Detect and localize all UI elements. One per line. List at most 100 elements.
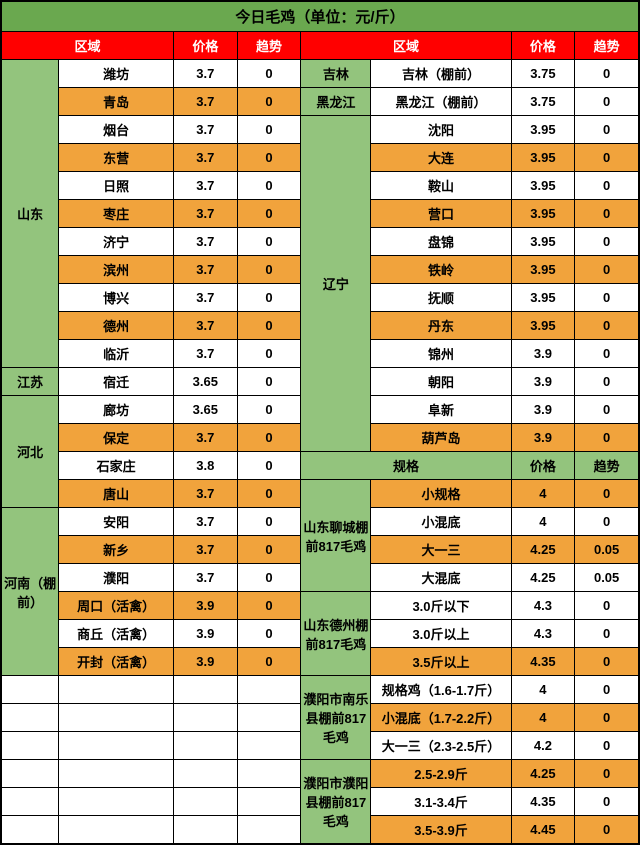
cell-price: 3.75 xyxy=(511,60,575,88)
cell-city: 保定 xyxy=(59,424,174,452)
cell-trend: 0 xyxy=(237,172,301,200)
cell-trend: 0 xyxy=(575,676,639,704)
cell-city: 抚顺 xyxy=(371,284,511,312)
cell-city: 3.0斤以上 xyxy=(371,620,511,648)
cell-price: 4 xyxy=(511,676,575,704)
cell-city: 大连 xyxy=(371,144,511,172)
cell-trend: 0 xyxy=(237,592,301,620)
cell-price: 3.95 xyxy=(511,144,575,172)
blank-cell xyxy=(237,676,301,704)
cell-price: 4.25 xyxy=(511,760,575,788)
cell-price: 3.7 xyxy=(173,536,237,564)
cell-trend: 0 xyxy=(237,116,301,144)
cell-trend: 0 xyxy=(237,564,301,592)
cell-price: 3.7 xyxy=(173,200,237,228)
cell-price: 4.3 xyxy=(511,620,575,648)
region-cell: 濮阳市南乐县棚前817毛鸡 xyxy=(301,676,371,760)
cell-city: 3.5-3.9斤 xyxy=(371,816,511,844)
cell-trend: 0 xyxy=(237,228,301,256)
cell-trend: 0 xyxy=(237,368,301,396)
table-row: 唐山3.70山东聊城棚前817毛鸡小规格40 xyxy=(2,480,639,508)
region-cell: 江苏 xyxy=(2,368,59,396)
table-row: 周口（活禽）3.90山东德州棚前817毛鸡3.0斤以下4.30 xyxy=(2,592,639,620)
cell-city: 青岛 xyxy=(59,88,174,116)
cell-price: 3.7 xyxy=(173,172,237,200)
cell-price: 3.7 xyxy=(173,508,237,536)
cell-price: 4.45 xyxy=(511,816,575,844)
sub-header-cell: 趋势 xyxy=(575,452,639,480)
blank-cell xyxy=(59,760,174,788)
cell-price: 3.7 xyxy=(173,480,237,508)
region-cell: 山东聊城棚前817毛鸡 xyxy=(301,480,371,592)
blank-cell xyxy=(2,816,59,844)
cell-price: 3.95 xyxy=(511,116,575,144)
cell-price: 4 xyxy=(511,704,575,732)
cell-price: 3.95 xyxy=(511,228,575,256)
cell-trend: 0 xyxy=(575,228,639,256)
cell-trend: 0 xyxy=(575,592,639,620)
cell-trend: 0 xyxy=(237,452,301,480)
blank-cell xyxy=(237,704,301,732)
region-cell: 吉林 xyxy=(301,60,371,88)
cell-price: 3.95 xyxy=(511,256,575,284)
cell-price: 3.9 xyxy=(511,340,575,368)
cell-city: 濮阳 xyxy=(59,564,174,592)
cell-trend: 0 xyxy=(575,172,639,200)
col-header: 区域 xyxy=(2,32,174,60)
cell-city: 黑龙江（棚前） xyxy=(371,88,511,116)
cell-trend: 0 xyxy=(237,144,301,172)
cell-city: 丹东 xyxy=(371,312,511,340)
cell-city: 鞍山 xyxy=(371,172,511,200)
cell-city: 周口（活禽） xyxy=(59,592,174,620)
cell-trend: 0 xyxy=(575,704,639,732)
col-header: 趋势 xyxy=(237,32,301,60)
cell-price: 4 xyxy=(511,508,575,536)
cell-city: 安阳 xyxy=(59,508,174,536)
cell-trend: 0 xyxy=(237,256,301,284)
cell-price: 3.9 xyxy=(173,620,237,648)
blank-cell xyxy=(59,816,174,844)
cell-city: 博兴 xyxy=(59,284,174,312)
cell-city: 小混底（1.7-2.2斤） xyxy=(371,704,511,732)
cell-city: 2.5-2.9斤 xyxy=(371,760,511,788)
sub-header-cell: 规格 xyxy=(301,452,511,480)
region-cell: 河南（棚前） xyxy=(2,508,59,676)
cell-trend: 0.05 xyxy=(575,536,639,564)
blank-cell xyxy=(59,732,174,760)
cell-city: 潍坊 xyxy=(59,60,174,88)
blank-cell xyxy=(173,676,237,704)
cell-city: 营口 xyxy=(371,200,511,228)
cell-trend: 0 xyxy=(237,620,301,648)
blank-cell xyxy=(237,760,301,788)
cell-trend: 0 xyxy=(575,284,639,312)
cell-trend: 0 xyxy=(575,144,639,172)
cell-trend: 0 xyxy=(237,60,301,88)
col-header: 价格 xyxy=(511,32,575,60)
cell-city: 商丘（活禽） xyxy=(59,620,174,648)
cell-trend: 0 xyxy=(575,788,639,816)
cell-price: 4.35 xyxy=(511,788,575,816)
blank-cell xyxy=(173,788,237,816)
region-cell: 濮阳市濮阳县棚前817毛鸡 xyxy=(301,760,371,844)
cell-trend: 0 xyxy=(237,424,301,452)
cell-price: 3.7 xyxy=(173,340,237,368)
region-cell: 河北 xyxy=(2,396,59,508)
cell-city: 规格鸡（1.6-1.7斤） xyxy=(371,676,511,704)
blank-cell xyxy=(173,704,237,732)
cell-trend: 0 xyxy=(575,732,639,760)
blank-cell xyxy=(2,760,59,788)
cell-trend: 0 xyxy=(237,312,301,340)
region-cell: 辽宁 xyxy=(301,116,371,452)
table-row: 石家庄3.80规格价格趋势 xyxy=(2,452,639,480)
cell-price: 3.7 xyxy=(173,88,237,116)
cell-trend: 0 xyxy=(575,508,639,536)
cell-price: 3.7 xyxy=(173,116,237,144)
cell-city: 葫芦岛 xyxy=(371,424,511,452)
cell-price: 3.95 xyxy=(511,172,575,200)
blank-cell xyxy=(2,732,59,760)
col-header: 区域 xyxy=(301,32,511,60)
cell-city: 烟台 xyxy=(59,116,174,144)
cell-city: 阜新 xyxy=(371,396,511,424)
cell-trend: 0 xyxy=(237,480,301,508)
cell-trend: 0 xyxy=(575,88,639,116)
